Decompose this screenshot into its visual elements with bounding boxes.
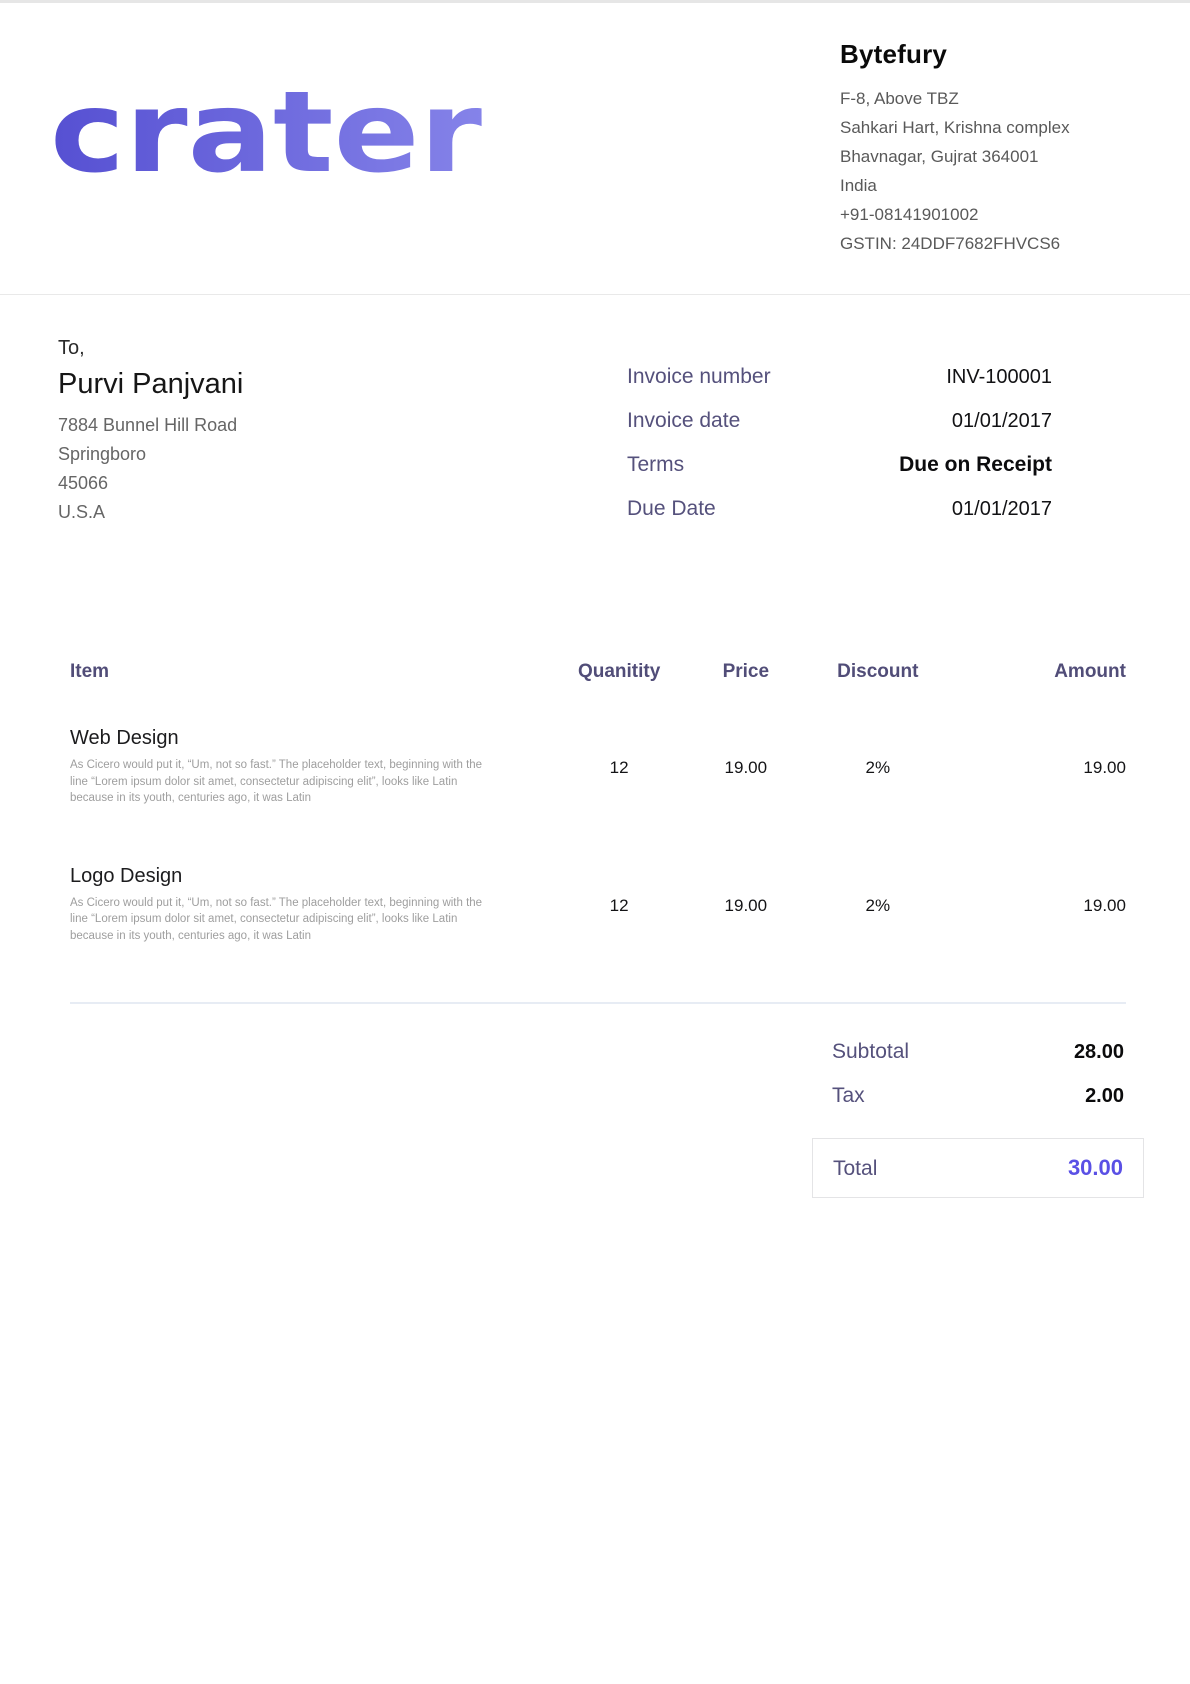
- total-label: Total: [833, 1157, 878, 1180]
- item-discount: 2%: [865, 758, 891, 777]
- tax-value: 2.00: [1085, 1085, 1124, 1107]
- invoice-number-row: Invoice number INV-100001: [627, 365, 1052, 389]
- terms-label: Terms: [627, 453, 685, 476]
- bill-to-block: To, Purvi Panjvani 7884 Bunnel Hill Road…: [58, 337, 243, 541]
- item-quantity: 12: [609, 895, 629, 915]
- item-amount: 19.00: [1083, 895, 1126, 915]
- invoice-meta-block: Invoice number INV-100001 Invoice date 0…: [627, 365, 1052, 541]
- company-address-line: Bhavnagar, Gujrat 364001: [840, 147, 1039, 166]
- company-name: Bytefury: [840, 39, 948, 69]
- billing-section: To, Purvi Panjvani 7884 Bunnel Hill Road…: [58, 337, 1126, 541]
- item-cell: Web Design As Cicero would put it, “Um, …: [70, 727, 556, 807]
- invoice-date-value: 01/01/2017: [951, 410, 1052, 432]
- customer-address-line: 45066: [58, 473, 109, 493]
- company-gstin: GSTIN: 24DDF7682FHVCS6: [840, 234, 1061, 253]
- table-bottom-divider: [70, 1002, 1126, 1004]
- item-name: Web Design: [70, 727, 179, 749]
- item-price: 19.00: [724, 895, 768, 915]
- invoice-number-value: INV-100001: [946, 366, 1052, 388]
- column-header-item: Item: [70, 661, 110, 682]
- invoice-date-row: Invoice date 01/01/2017: [627, 409, 1052, 433]
- table-row: Logo Design As Cicero would put it, “Um,…: [70, 865, 1126, 945]
- company-info: Bytefury F-8, Above TBZ Sahkari Hart, Kr…: [840, 39, 1130, 294]
- due-date-value: 01/01/2017: [951, 498, 1052, 520]
- table-row: Web Design As Cicero would put it, “Um, …: [70, 727, 1126, 807]
- totals-block: Subtotal 28.00 Tax 2.00 Total 30.00: [812, 1040, 1144, 1198]
- item-quantity: 12: [609, 758, 629, 777]
- subtotal-label: Subtotal: [832, 1040, 910, 1063]
- item-discount: 2%: [865, 895, 891, 915]
- crater-logo-image: crater: [50, 68, 482, 198]
- items-table: Item Quanitity Price Discount Amount Web…: [58, 661, 1126, 1004]
- item-price: 19.00: [724, 758, 768, 777]
- subtotal-value: 28.00: [1073, 1041, 1124, 1063]
- invoice-body: To, Purvi Panjvani 7884 Bunnel Hill Road…: [0, 337, 1190, 1198]
- company-address-line: Sahkari Hart, Krishna complex: [840, 118, 1070, 137]
- invoice-number-label: Invoice number: [627, 365, 771, 388]
- column-header-amount: Amount: [1054, 661, 1126, 682]
- column-header-price: Price: [722, 661, 770, 682]
- column-header-quantity: Quanitity: [577, 661, 661, 682]
- top-edge-strip: [0, 0, 1190, 3]
- subtotal-row: Subtotal 28.00: [812, 1040, 1144, 1084]
- company-address-line: F-8, Above TBZ: [840, 89, 959, 108]
- customer-address-line: U.S.A: [58, 502, 106, 522]
- due-date-row: Due Date 01/01/2017: [627, 497, 1052, 521]
- items-table-header: Item Quanitity Price Discount Amount: [70, 661, 1126, 683]
- terms-row: Terms Due on Receipt: [627, 453, 1052, 477]
- crater-logo-text: crater: [50, 71, 482, 193]
- column-header-discount: Discount: [837, 661, 919, 682]
- company-phone: +91-08141901002: [840, 205, 979, 224]
- tax-row: Tax 2.00: [812, 1084, 1144, 1128]
- total-value: 30.00: [1067, 1155, 1123, 1180]
- customer-name: Purvi Panjvani: [58, 368, 244, 400]
- customer-address-line: Springboro: [58, 444, 147, 464]
- total-box: Total 30.00: [812, 1138, 1144, 1198]
- item-cell: Logo Design As Cicero would put it, “Um,…: [70, 865, 556, 945]
- company-address-line: India: [840, 176, 877, 195]
- invoice-date-label: Invoice date: [627, 409, 741, 432]
- terms-value: Due on Receipt: [899, 453, 1052, 476]
- item-description: As Cicero would put it, “Um, not so fast…: [70, 896, 483, 942]
- item-description: As Cicero would put it, “Um, not so fast…: [70, 759, 483, 804]
- to-label: To,: [58, 337, 85, 359]
- due-date-label: Due Date: [627, 497, 716, 520]
- invoice-header: crater Bytefury F-8, Above TBZ Sahkari H…: [0, 3, 1190, 295]
- customer-address-line: 7884 Bunnel Hill Road: [58, 415, 238, 435]
- item-name: Logo Design: [70, 864, 183, 887]
- item-amount: 19.00: [1083, 758, 1126, 777]
- crater-logo: crater: [48, 68, 488, 294]
- tax-label: Tax: [832, 1084, 865, 1107]
